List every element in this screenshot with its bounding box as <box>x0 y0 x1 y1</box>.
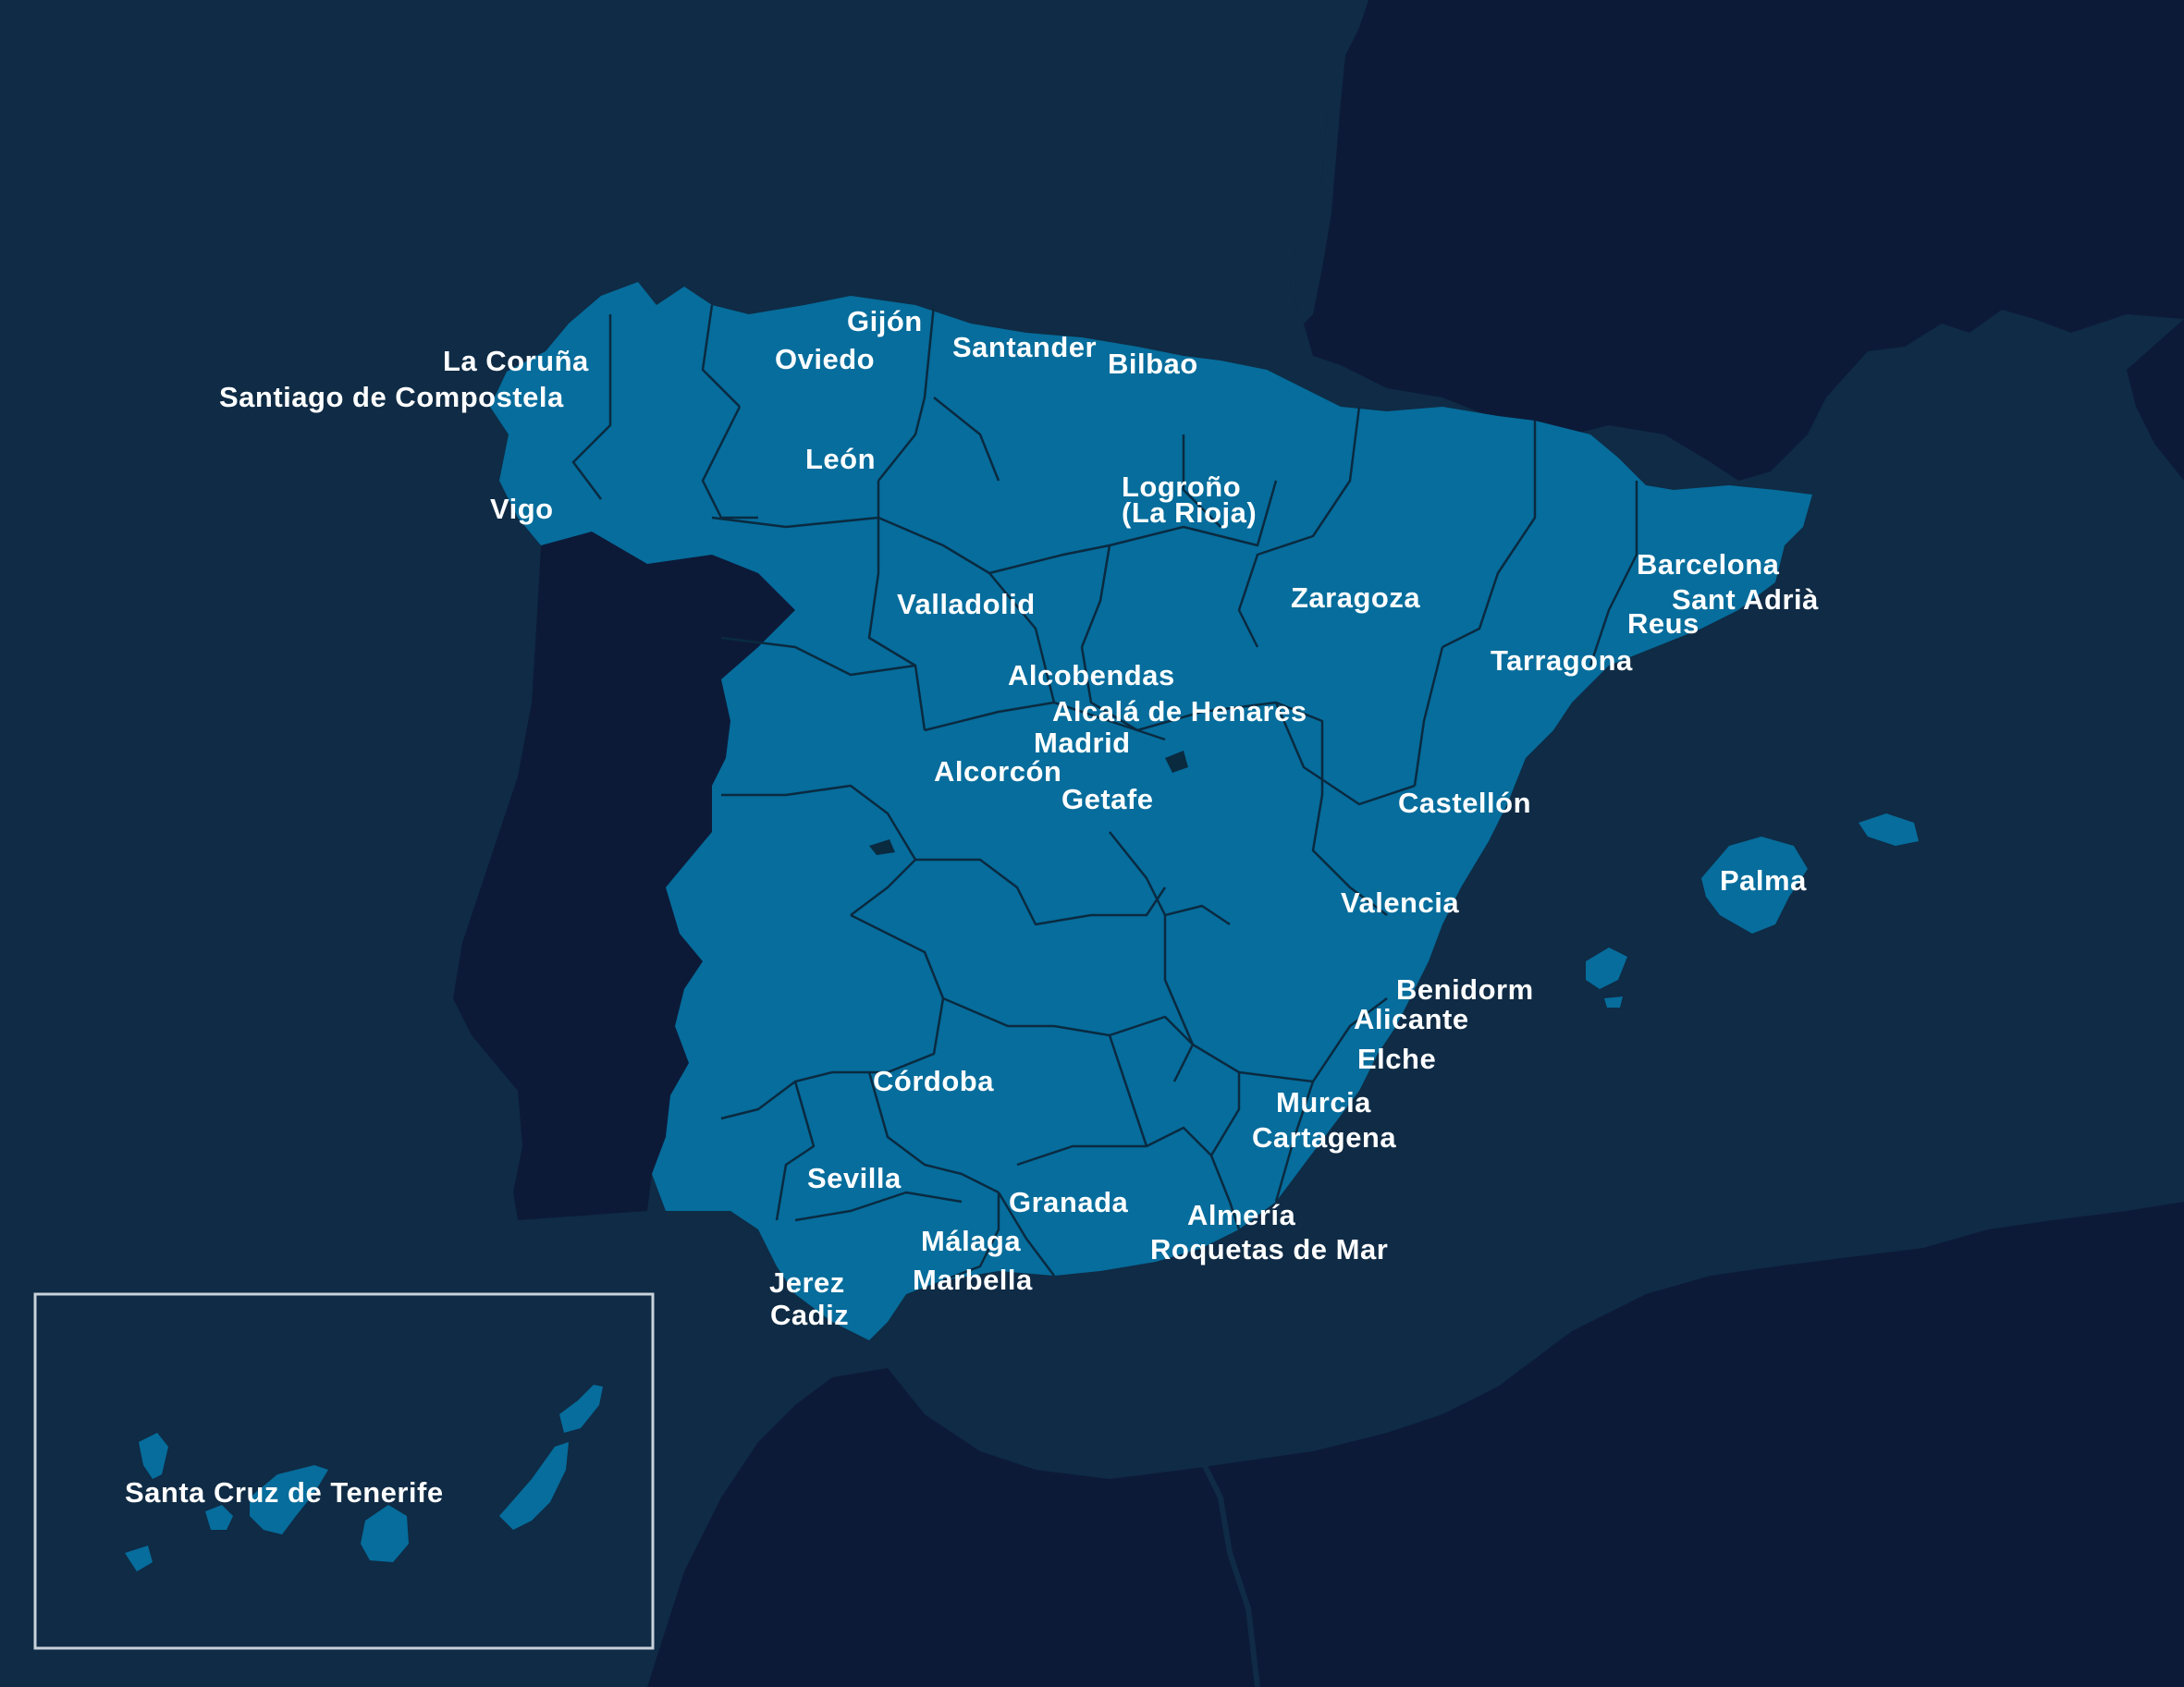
city-label-cadiz: Cadiz <box>770 1299 850 1331</box>
gran-canaria-island <box>361 1505 409 1562</box>
province-borders <box>571 304 1638 1282</box>
city-label-valencia: Valencia <box>1341 886 1460 919</box>
el-hierro-island <box>125 1546 153 1571</box>
city-label-madrid: Madrid <box>1034 727 1131 759</box>
city-label-santander: Santander <box>952 331 1098 363</box>
city-label-gijon: Gijón <box>847 305 923 337</box>
city-label-roquetas: Roquetas de Mar <box>1150 1233 1389 1265</box>
city-label-benidorm: Benidorm <box>1396 973 1534 1006</box>
city-label-almeria: Almería <box>1187 1199 1296 1231</box>
city-label-valladolid: Valladolid <box>897 588 1036 620</box>
city-label-palma: Palma <box>1720 864 1807 897</box>
toledo-reservoir <box>869 839 895 855</box>
la-gomera-island <box>205 1505 233 1530</box>
city-label-sevilla: Sevilla <box>807 1162 902 1194</box>
city-label-bilbao: Bilbao <box>1108 348 1198 380</box>
canary-islands <box>125 1385 603 1571</box>
ibiza-island <box>1586 947 1627 989</box>
city-label-marbella: Marbella <box>913 1264 1033 1296</box>
city-label-logrono: Logroño <box>1122 471 1242 503</box>
city-label-reus: Reus <box>1627 607 1699 640</box>
city-label-barcelona: Barcelona <box>1637 548 1780 581</box>
city-label-granada: Granada <box>1009 1186 1129 1218</box>
city-label-cartagena: Cartagena <box>1252 1121 1397 1154</box>
city-label-santiago: Santiago de Compostela <box>219 381 564 413</box>
city-label-castellon: Castellón <box>1398 787 1532 819</box>
city-label-tarragona: Tarragona <box>1491 644 1633 677</box>
city-label-alcobendas: Alcobendas <box>1008 659 1175 691</box>
city-label-jerez: Jerez <box>769 1266 845 1299</box>
city-label-alcorcon: Alcorcón <box>934 755 1062 788</box>
canary-islands-inset-frame <box>33 1292 655 1650</box>
city-label-elche: Elche <box>1357 1043 1437 1075</box>
city-label-la-coruna: La Coruña <box>443 345 589 377</box>
tenerife-island <box>250 1465 328 1534</box>
city-label-sant-adria: Sant Adrià <box>1672 583 1819 616</box>
city-label-cordoba: Córdoba <box>873 1065 994 1097</box>
madrid-metro-shape <box>1165 751 1188 773</box>
city-label-vigo: Vigo <box>490 493 554 525</box>
morocco-river <box>1199 1459 1260 1687</box>
city-label-malaga: Málaga <box>921 1225 1022 1257</box>
city-label-getafe: Getafe <box>1061 783 1154 815</box>
city-label-la-rioja: (La Rioja) <box>1122 496 1258 529</box>
city-label-alcala: Alcalá de Henares <box>1052 695 1307 727</box>
france-land <box>1290 0 2184 481</box>
menorca-island <box>1859 813 1919 846</box>
italy-land <box>2127 319 2184 481</box>
city-label-zaragoza: Zaragoza <box>1291 581 1421 614</box>
formentera-island <box>1604 996 1623 1008</box>
city-label-murcia: Murcia <box>1276 1086 1371 1119</box>
africa-land <box>647 1202 2184 1687</box>
france-coast-detail <box>1290 0 1368 324</box>
portugal-land <box>453 532 795 1220</box>
lanzarote-island <box>559 1385 603 1433</box>
city-label-leon: León <box>805 443 877 475</box>
city-label-oviedo: Oviedo <box>775 343 876 375</box>
city-label-tenerife: Santa Cruz de Tenerife <box>125 1476 444 1509</box>
la-palma-island <box>139 1433 168 1479</box>
mallorca-island <box>1701 837 1808 934</box>
fuerteventura-island <box>499 1442 569 1530</box>
city-label-alicante: Alicante <box>1354 1003 1469 1035</box>
